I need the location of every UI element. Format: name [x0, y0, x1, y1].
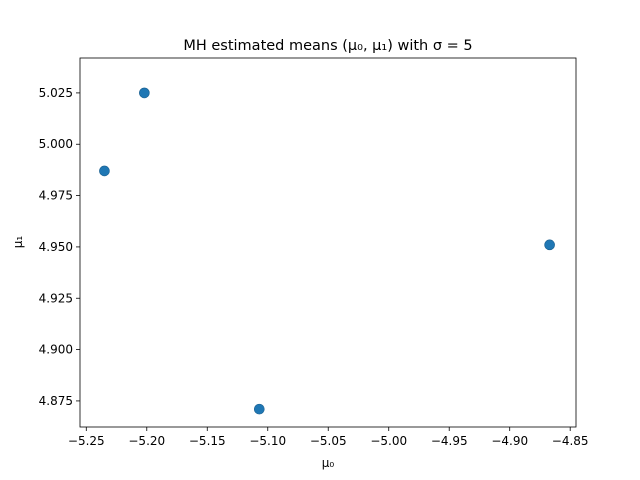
- data-point: [544, 239, 555, 251]
- y-tick-label: 5.000: [39, 137, 73, 151]
- chart-title: MH estimated means (μ₀, μ₁) with σ = 5: [183, 38, 472, 54]
- x-tick-label: −4.95: [431, 434, 468, 448]
- x-tick-label: −5.15: [189, 434, 226, 448]
- data-point: [99, 165, 110, 177]
- x-tick-label: −5.20: [128, 434, 165, 448]
- plot-area: [80, 58, 576, 427]
- x-tick-label: −5.10: [249, 434, 286, 448]
- y-tick-label: 5.025: [39, 86, 73, 100]
- x-tick-label: −5.00: [370, 434, 407, 448]
- y-tick-label: 4.875: [39, 394, 73, 408]
- x-tick-label: −5.25: [68, 434, 105, 448]
- y-axis-label: μ₁: [11, 236, 25, 249]
- x-axis-ticks: −5.25 −5.20 −5.15 −5.10 −5.05 −5.00 −4.95 −4.90…: [68, 427, 589, 448]
- y-tick-label: 4.975: [39, 189, 73, 203]
- x-tick-label: −5.05: [310, 434, 347, 448]
- y-axis-ticks: 4.875 4.900 4.925 4.950 4.975 5.000 5.025: [39, 86, 80, 408]
- y-tick-label: 4.900: [39, 343, 73, 357]
- x-tick-label: −4.85: [552, 434, 589, 448]
- data-point: [139, 87, 150, 99]
- y-tick-label: 4.925: [39, 291, 73, 305]
- points-layer: [99, 87, 555, 415]
- y-tick-label: 4.950: [39, 240, 73, 254]
- x-tick-label: −4.90: [491, 434, 528, 448]
- data-point: [253, 403, 265, 415]
- x-axis-label: μ₀: [322, 456, 335, 470]
